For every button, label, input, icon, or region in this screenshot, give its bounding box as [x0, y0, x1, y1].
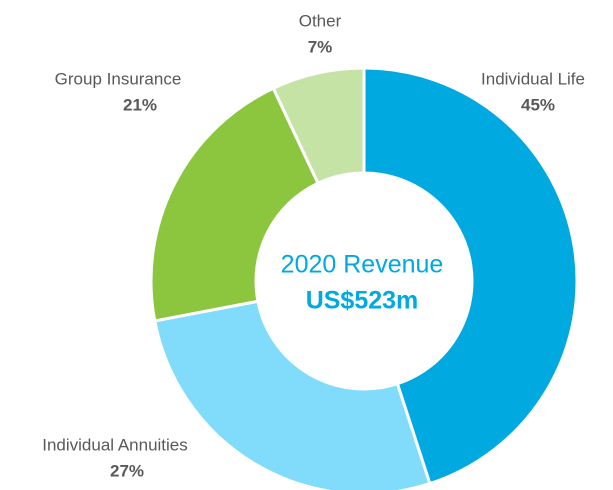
donut-slice [149, 86, 321, 323]
donut-slice [362, 66, 579, 486]
slice-label: Individual Life [481, 69, 585, 88]
slice-label: Group Insurance [55, 69, 182, 88]
slice-label: Individual Annuities [42, 435, 188, 454]
slice-value-label: 21% [123, 95, 157, 114]
slice-label: Other [299, 11, 342, 30]
center-value: US$523m [306, 287, 419, 315]
donut-slice [271, 66, 366, 186]
slice-value-label: 7% [308, 37, 333, 56]
donut-slice [153, 299, 432, 490]
slice-value-label: 27% [110, 461, 144, 480]
slice-value-label: 45% [521, 95, 555, 114]
center-title: 2020 Revenue [281, 251, 444, 279]
